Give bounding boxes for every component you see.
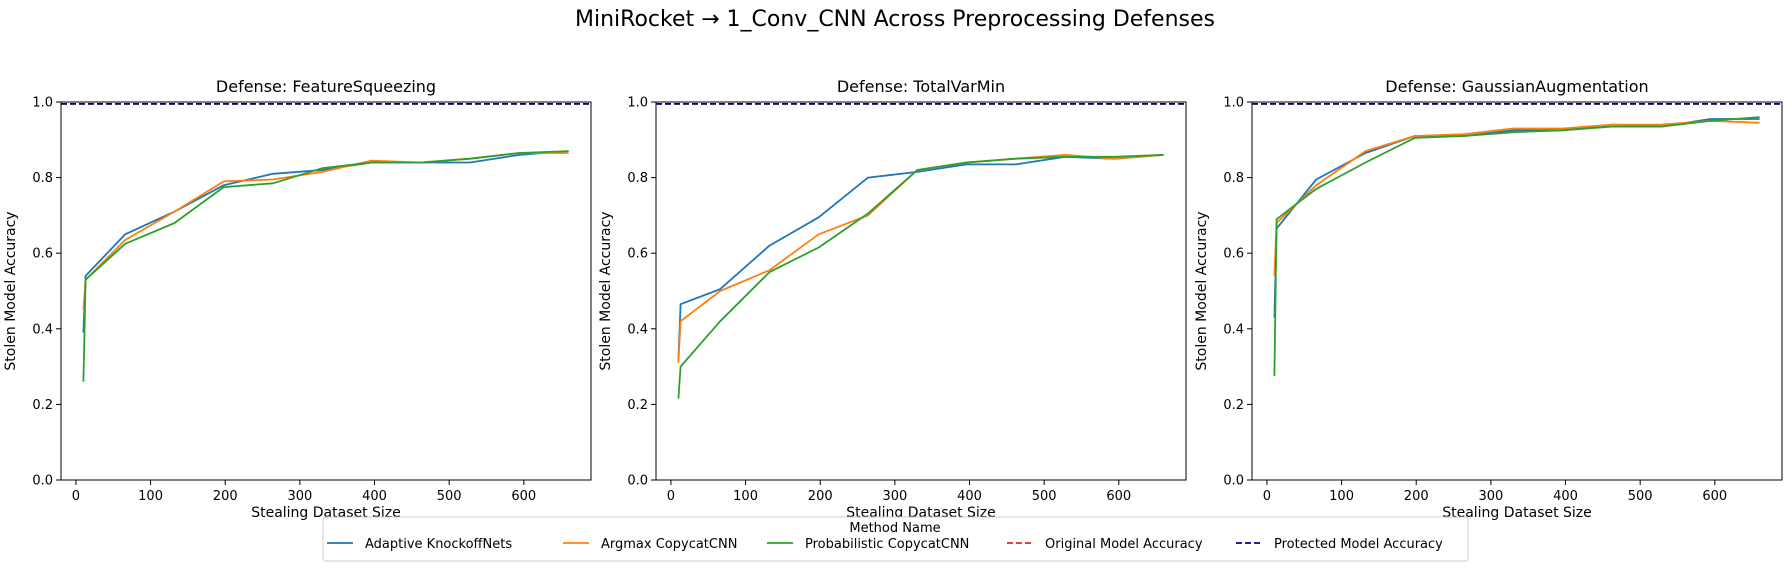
series-line-probabilistic-copycatcnn xyxy=(677,154,1164,399)
x-tick-label: 100 xyxy=(733,489,758,504)
y-tick-label: 0.0 xyxy=(627,474,648,489)
y-tick-label: 0.6 xyxy=(32,247,53,262)
x-tick-label: 600 xyxy=(1106,489,1131,504)
panel-title: Defense: TotalVarMin xyxy=(837,77,1005,96)
panel-defense-gaussianaugmentation: Defense: GaussianAugmentation 0 100 200 300 4… xyxy=(1194,77,1783,521)
legend-label: Adaptive KnockoffNets xyxy=(365,537,512,552)
series-line-probabilistic-copycatcnn xyxy=(1273,116,1760,377)
x-tick-label: 400 xyxy=(957,489,982,504)
y-tick-label: 0.0 xyxy=(1223,474,1244,489)
y-tick-label: 0.0 xyxy=(32,474,53,489)
x-tick-label: 200 xyxy=(1404,489,1429,504)
y-tick-label: 0.2 xyxy=(32,398,53,413)
series-line-adaptive-knockoffnets xyxy=(82,150,569,333)
axes-frame xyxy=(60,101,592,481)
x-tick-label: 500 xyxy=(1628,489,1653,504)
axes-frame xyxy=(1251,101,1783,481)
y-tick-label: 1.0 xyxy=(1223,96,1244,111)
panel-defense-totalvarmin: Defense: TotalVarMin 0 100 200 300 400 500 600 0… xyxy=(598,77,1187,521)
x-tick-label: 0 xyxy=(667,489,675,504)
axes-frame xyxy=(655,101,1187,481)
chart-legend: Method Name Adaptive KnockoffNets Argmax … xyxy=(322,516,1469,562)
y-tick-label: 0.6 xyxy=(1223,247,1244,262)
legend-item-protected-model-accuracy: Protected Model Accuracy xyxy=(1236,537,1443,552)
x-tick-label: 500 xyxy=(1032,489,1057,504)
figure-title: MiniRocket → 1_Conv_CNN Across Preproces… xyxy=(575,7,1215,32)
x-tick-label: 100 xyxy=(138,489,163,504)
x-tick-label: 300 xyxy=(1478,489,1503,504)
legend-items: Adaptive KnockoffNets Argmax CopycatCNN Pr… xyxy=(327,537,1443,552)
y-tick-label: 0.4 xyxy=(32,322,53,337)
legend-label: Probabilistic CopycatCNN xyxy=(805,537,969,552)
legend-label: Protected Model Accuracy xyxy=(1274,537,1443,552)
y-axis-label: Stolen Model Accuracy xyxy=(1194,211,1210,370)
legend-item-probabilistic-copycatcnn: Probabilistic CopycatCNN xyxy=(767,537,969,552)
legend-item-original-model-accuracy: Original Model Accuracy xyxy=(1007,537,1203,552)
x-tick-label: 600 xyxy=(1702,489,1727,504)
panel-defense-featuresqueezing: Defense: FeatureSqueezing 0 100 200 300 400 50… xyxy=(3,77,592,521)
x-tick-label: 200 xyxy=(213,489,238,504)
legend-item-adaptive-knockoffnets: Adaptive KnockoffNets xyxy=(327,537,512,552)
legend-frame xyxy=(322,516,1469,562)
y-tick-label: 1.0 xyxy=(32,96,53,111)
x-tick-label: 300 xyxy=(882,489,907,504)
series-line-argmax-copycatcnn xyxy=(1273,120,1760,276)
panel-title: Defense: FeatureSqueezing xyxy=(216,77,436,96)
y-axis-label: Stolen Model Accuracy xyxy=(598,211,614,370)
x-tick-label: 400 xyxy=(1553,489,1578,504)
x-tick-label: 200 xyxy=(808,489,833,504)
y-tick-label: 0.4 xyxy=(627,322,648,337)
series-line-probabilistic-copycatcnn xyxy=(82,150,569,382)
legend-title: Method Name xyxy=(849,521,940,536)
y-tick-label: 0.2 xyxy=(627,398,648,413)
legend-label: Argmax CopycatCNN xyxy=(601,537,737,552)
panel-title: Defense: GaussianAugmentation xyxy=(1385,77,1648,96)
x-tick-label: 100 xyxy=(1329,489,1354,504)
x-tick-label: 500 xyxy=(437,489,462,504)
chart-panels: Defense: FeatureSqueezing 0 100 200 300 400 50… xyxy=(3,77,1783,521)
y-tick-label: 0.2 xyxy=(1223,398,1244,413)
series-line-adaptive-knockoffnets xyxy=(677,154,1164,360)
x-axis-label: Stealing Dataset Size xyxy=(1442,505,1592,521)
x-tick-label: 300 xyxy=(287,489,312,504)
x-tick-label: 600 xyxy=(511,489,536,504)
y-tick-label: 0.8 xyxy=(32,171,53,186)
x-tick-label: 400 xyxy=(362,489,387,504)
y-tick-label: 0.8 xyxy=(627,171,648,186)
y-tick-label: 0.6 xyxy=(627,247,648,262)
legend-label: Original Model Accuracy xyxy=(1045,537,1203,552)
y-tick-label: 0.4 xyxy=(1223,322,1244,337)
legend-item-argmax-copycatcnn: Argmax CopycatCNN xyxy=(563,537,737,552)
x-tick-label: 0 xyxy=(72,489,80,504)
series-line-argmax-copycatcnn xyxy=(677,153,1164,363)
y-axis-label: Stolen Model Accuracy xyxy=(3,211,19,370)
x-tick-label: 0 xyxy=(1263,489,1271,504)
series-line-adaptive-knockoffnets xyxy=(1273,118,1760,318)
y-tick-label: 1.0 xyxy=(627,96,648,111)
y-tick-label: 0.8 xyxy=(1223,171,1244,186)
